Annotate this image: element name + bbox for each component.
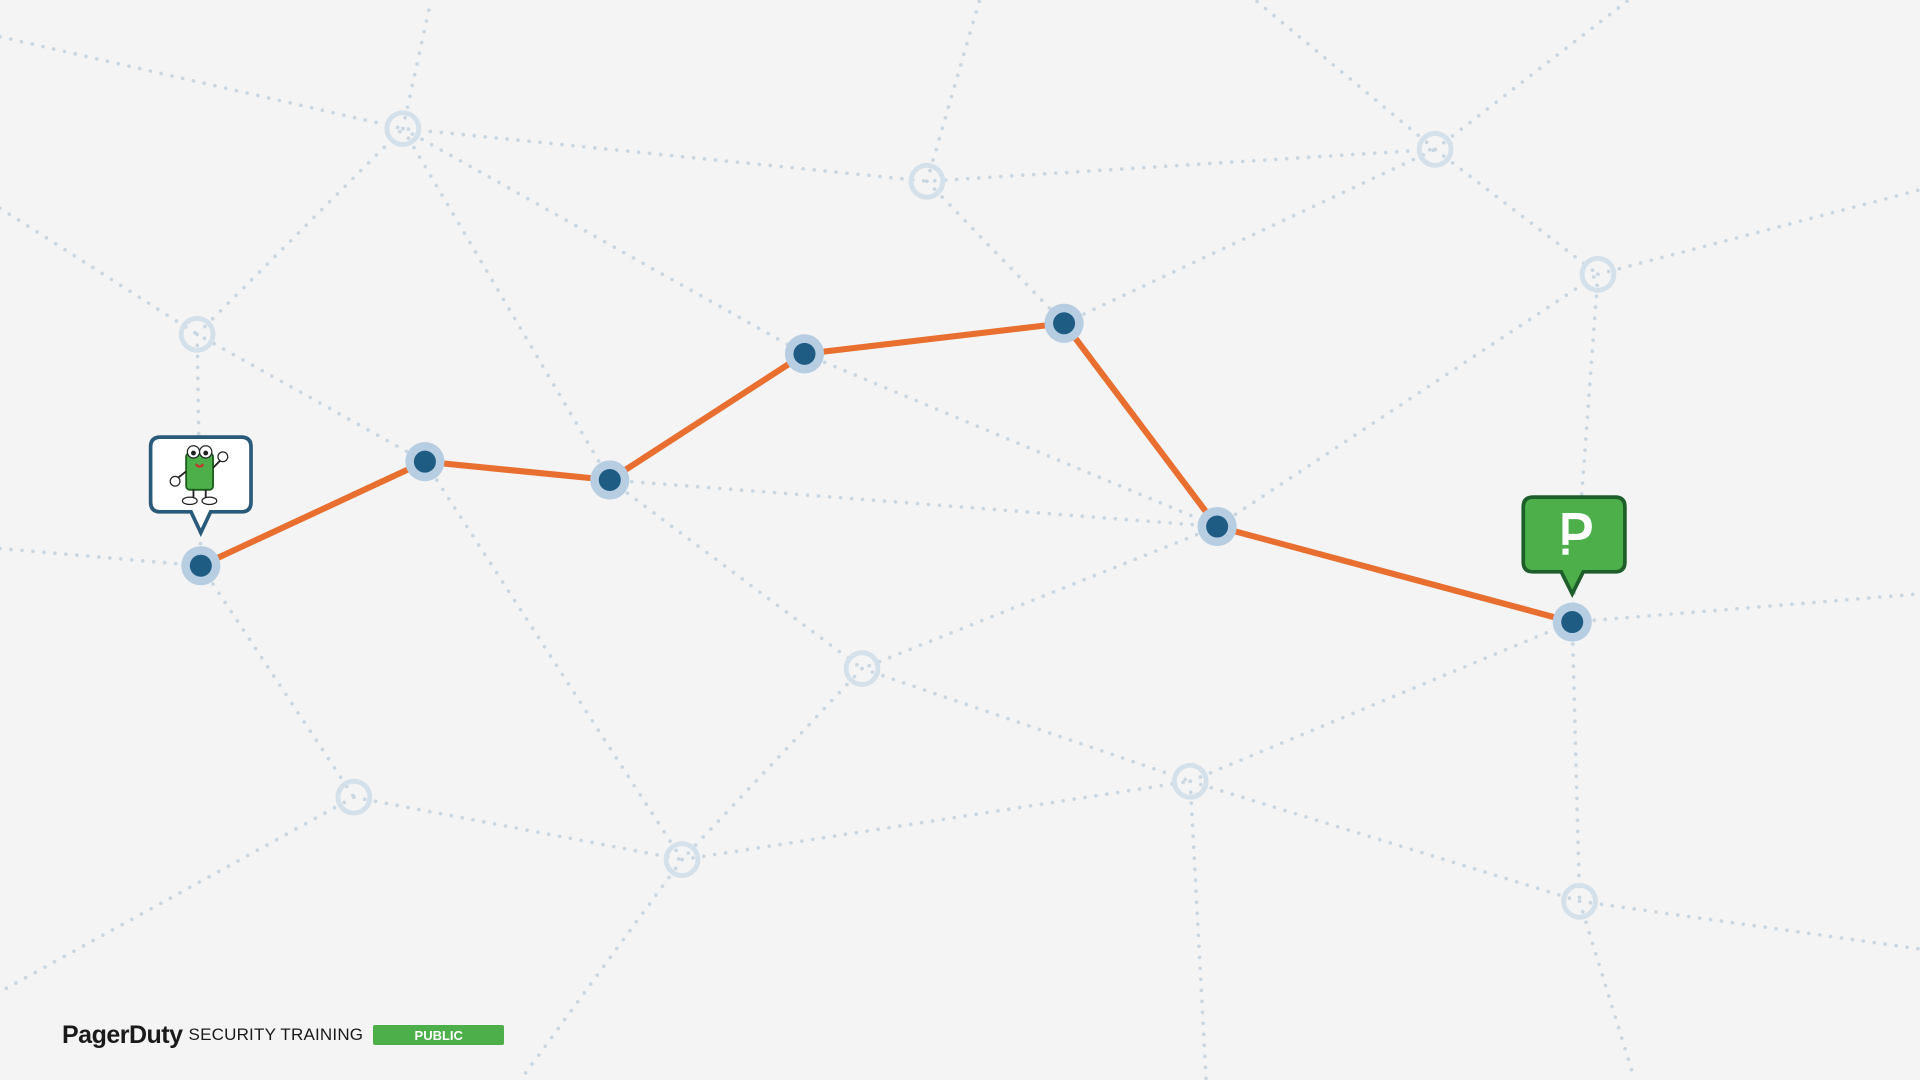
classification-badge: PUBLIC	[373, 1025, 505, 1045]
route-nodes	[181, 303, 1592, 642]
footer: PagerDuty SECURITY TRAINING PUBLIC	[62, 1019, 505, 1051]
destination-bubble	[1521, 495, 1627, 598]
mascot-bubble	[148, 435, 253, 537]
brand-logo: PagerDuty	[62, 1020, 183, 1049]
footer-label: SECURITY TRAINING	[188, 1025, 364, 1044]
route-path	[199, 320, 1574, 625]
inactive-nodes	[178, 110, 1617, 920]
